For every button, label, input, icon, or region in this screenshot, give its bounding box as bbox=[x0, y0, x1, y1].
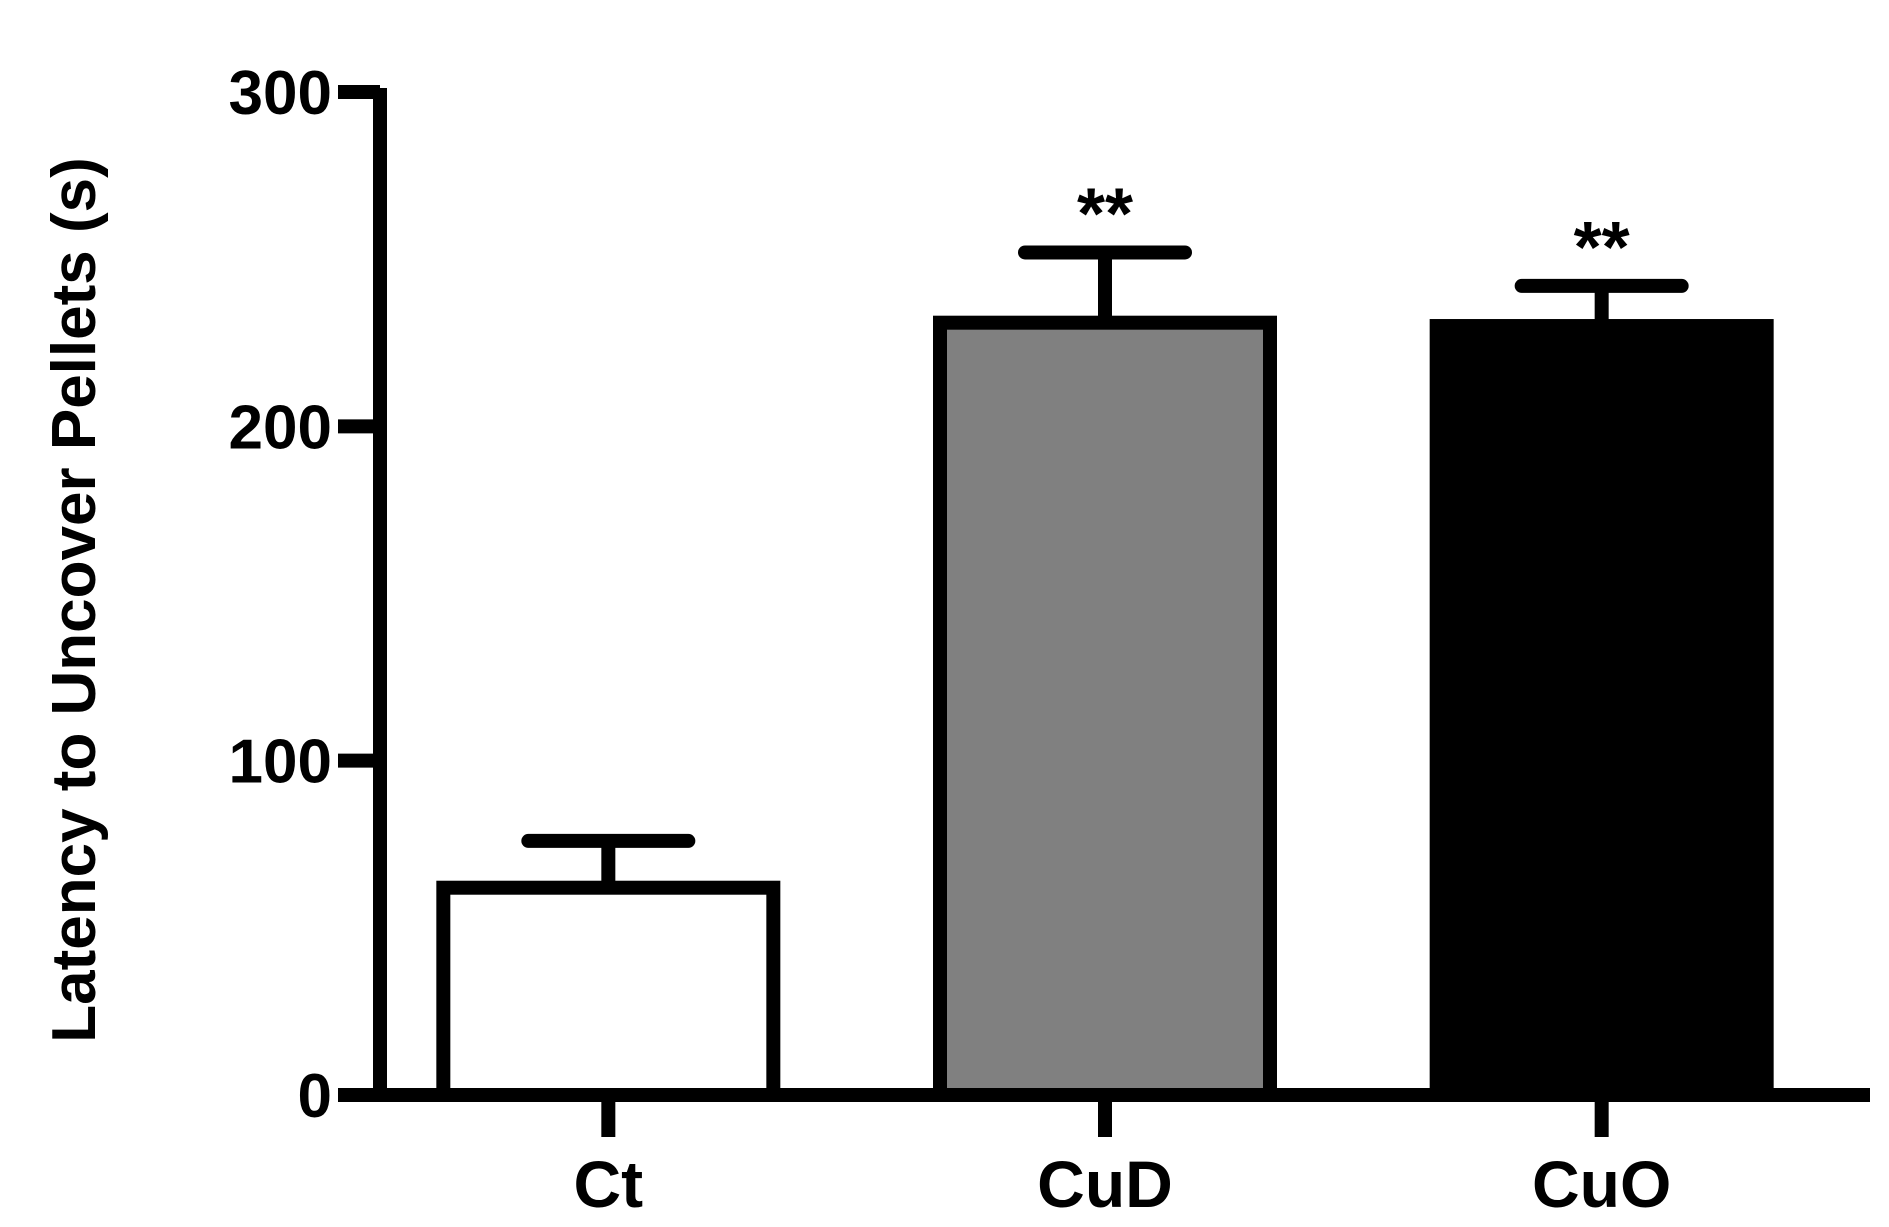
error-bars-group bbox=[521, 245, 1689, 888]
significance-label-cuo: ** bbox=[1574, 208, 1630, 288]
significance-label-cud: ** bbox=[1077, 174, 1133, 254]
y-ticks-group: 0 100 200 300 bbox=[229, 59, 380, 1131]
y-tick-label-0: 0 bbox=[298, 1062, 332, 1131]
x-tick-label-ct: Ct bbox=[574, 1147, 644, 1221]
bar-cuo bbox=[1429, 319, 1774, 1102]
x-tick-label-cud: CuD bbox=[1037, 1147, 1173, 1221]
y-tick-label-200: 200 bbox=[229, 393, 332, 462]
bar-cud bbox=[933, 315, 1277, 1102]
x-categories-group: Ct CuD CuO bbox=[574, 1147, 1672, 1221]
significance-group: ** ** bbox=[1077, 174, 1630, 287]
y-tick-label-100: 100 bbox=[229, 728, 332, 797]
y-axis-label: Latency to Uncover Pellets (s) bbox=[40, 157, 109, 1043]
bars-group bbox=[436, 315, 1774, 1102]
bar-ct bbox=[436, 880, 781, 1102]
x-tick-label-cuo: CuO bbox=[1532, 1147, 1671, 1221]
axes-group bbox=[373, 88, 1870, 1137]
y-tick-label-300: 300 bbox=[229, 59, 332, 128]
